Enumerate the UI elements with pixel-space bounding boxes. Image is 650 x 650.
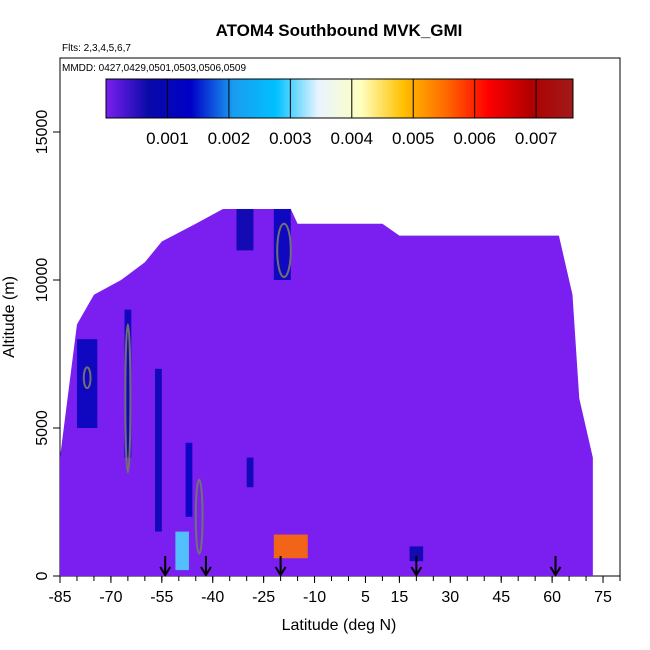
y-axis-label: Altitude (m)	[1, 276, 18, 358]
y-axis: 0 5000 10000 15000	[34, 110, 60, 580]
flight-marker-layer	[159, 556, 562, 577]
heatmap-cell-7	[175, 531, 189, 571]
colorbar-tick-label: 0.003	[269, 129, 312, 148]
colorbar-rect	[105, 78, 574, 119]
heatmap-cell-4	[246, 457, 254, 488]
colorbar-tick-label: 0.004	[331, 129, 374, 148]
contour-0	[82, 366, 92, 390]
heatmap-cell-1	[124, 309, 132, 458]
colorbar-tick-label: 0.001	[146, 129, 189, 148]
x-axis-label: Latitude (deg N)	[282, 617, 397, 634]
heatmap-cell-0	[76, 339, 98, 428]
x-tick-label: 30	[441, 589, 459, 606]
flight-marker-head	[274, 566, 287, 577]
x-tick-label: 75	[594, 589, 612, 606]
heatmap-cell-8	[273, 534, 308, 559]
x-tick-label: 5	[361, 589, 370, 606]
flight-marker-2	[274, 556, 287, 577]
flight-marker-head	[200, 566, 212, 577]
y-tick-label: 10000	[34, 258, 51, 303]
contour-3	[194, 478, 204, 555]
colorbar-tick-label: 0.007	[515, 129, 558, 148]
flight-marker-head	[410, 566, 423, 577]
colorbar-tick-label: 0.002	[208, 129, 251, 148]
colorbar-tick-label: 0.005	[392, 129, 435, 148]
heatmap-layer	[60, 208, 593, 576]
flight-marker-0	[159, 556, 172, 577]
y-tick-label: 0	[34, 571, 51, 580]
x-tick-label: 15	[390, 589, 408, 606]
flight-marker-1	[200, 556, 212, 577]
x-tick-label: -25	[252, 589, 275, 606]
flight-marker-head	[549, 566, 562, 577]
x-axis: -85 -70 -55 -40 -25 -10 5 15 30 45 60 75	[48, 576, 621, 606]
x-tick-label: -10	[303, 589, 326, 606]
contour-1	[276, 222, 292, 279]
x-tick-label: -55	[150, 589, 173, 606]
contour-2	[124, 323, 132, 474]
flight-marker-3	[410, 556, 423, 577]
colorbar-tick-label: 0.006	[453, 129, 496, 148]
x-tick-label: 60	[543, 589, 561, 606]
contour-layer	[82, 222, 292, 555]
x-tick-label: -70	[99, 589, 122, 606]
chart-subtitle-dates: MMDD: 0427,0429,0501,0503,0506,0509	[62, 63, 246, 74]
x-tick-label: -85	[48, 589, 71, 606]
heatmap-cell-2	[155, 368, 162, 532]
heatmap-domain	[60, 208, 593, 576]
heatmap-cell-3	[185, 442, 193, 517]
heatmap-cell-6	[236, 208, 254, 251]
y-tick-label: 5000	[34, 410, 51, 446]
flight-marker-4	[549, 556, 562, 577]
chart-subtitle-flights: Flts: 2,3,4,5,6,7	[62, 43, 131, 54]
flight-marker-head	[159, 566, 172, 577]
y-tick-label: 15000	[34, 110, 51, 155]
colorbar: 0.001 0.002 0.003 0.004 0.005 0.006 0.007	[105, 78, 574, 148]
heatmap-cell-9	[409, 546, 424, 562]
x-tick-label: 45	[492, 589, 510, 606]
x-tick-label: -40	[201, 589, 224, 606]
chart-title: ATOM4 Southbound MVK_GMI	[216, 21, 463, 40]
